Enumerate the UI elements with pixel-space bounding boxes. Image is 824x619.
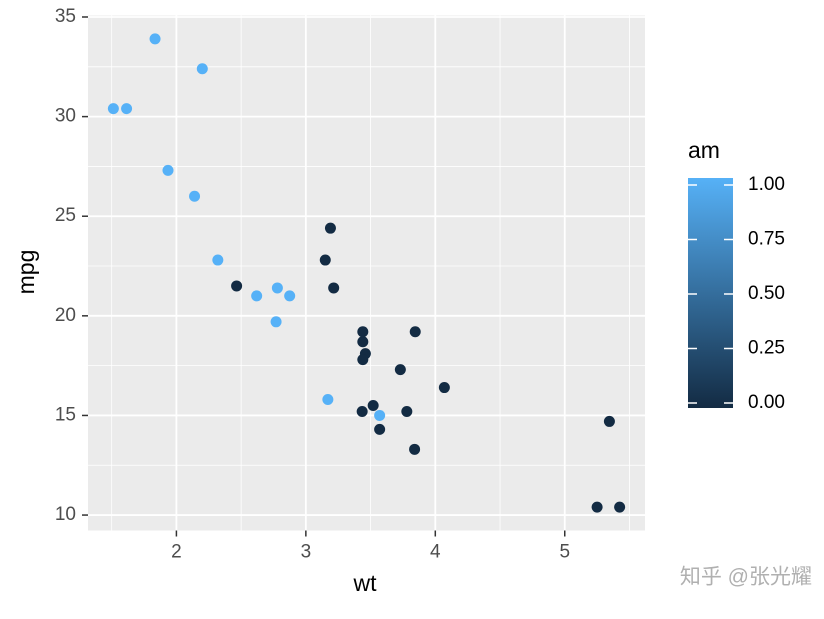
point <box>374 409 386 421</box>
point <box>328 282 340 294</box>
watermark: 知乎 @张光耀 <box>680 566 812 589</box>
legend-label: 0.00 <box>748 392 785 413</box>
x-tick-label: 3 <box>301 542 312 563</box>
point <box>162 164 174 176</box>
y-tick-label: 30 <box>55 106 76 127</box>
point <box>121 103 133 115</box>
legend-label: 0.75 <box>748 229 785 250</box>
point <box>212 254 224 266</box>
point <box>374 423 386 435</box>
x-tick-label: 4 <box>430 542 441 563</box>
panel <box>88 15 645 531</box>
point <box>357 336 369 348</box>
point <box>284 290 296 302</box>
point <box>409 443 421 455</box>
y-tick-label: 25 <box>55 205 76 226</box>
point <box>401 405 413 417</box>
point <box>231 280 243 292</box>
point <box>324 222 336 234</box>
colorbar <box>688 178 733 408</box>
legend-label: 0.50 <box>748 283 785 304</box>
point <box>356 405 368 417</box>
y-tick-label: 20 <box>55 305 76 326</box>
point <box>603 415 615 427</box>
y-tick-label: 35 <box>55 6 76 27</box>
point <box>319 254 331 266</box>
y-axis-label: mpg <box>13 250 39 295</box>
legend-label: 0.25 <box>748 338 785 359</box>
point <box>270 316 282 328</box>
point <box>322 394 334 406</box>
point <box>196 63 208 75</box>
point <box>367 399 379 411</box>
y-tick-label: 15 <box>55 404 76 425</box>
point <box>189 190 201 202</box>
point <box>614 501 626 513</box>
point <box>409 326 421 338</box>
point <box>271 282 283 294</box>
point <box>357 354 369 366</box>
x-axis-label: wt <box>353 570 378 596</box>
point <box>438 382 450 394</box>
point <box>357 326 369 338</box>
point <box>149 33 161 45</box>
x-tick-label: 2 <box>171 542 182 563</box>
point <box>591 501 603 513</box>
y-tick-label: 10 <box>55 504 76 525</box>
point <box>394 364 406 376</box>
legend-title: am <box>688 137 720 163</box>
x-tick-label: 5 <box>559 542 570 563</box>
point <box>107 103 119 115</box>
point <box>251 290 263 302</box>
legend-label: 1.00 <box>748 174 785 195</box>
